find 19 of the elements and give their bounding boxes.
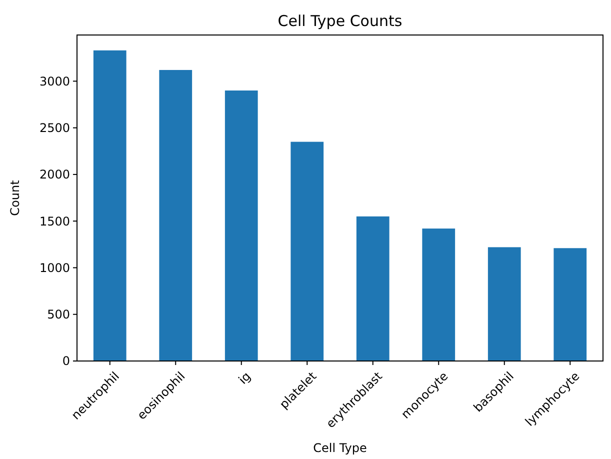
- y-tick-label: 2500: [39, 121, 70, 136]
- bar: [488, 247, 521, 361]
- x-tick-label: ig: [236, 369, 254, 387]
- bar: [554, 248, 587, 361]
- chart-title: Cell Type Counts: [278, 12, 402, 30]
- x-axis-title: Cell Type: [313, 441, 367, 455]
- bar: [422, 228, 456, 361]
- y-axis-title: Count: [8, 180, 22, 216]
- bar: [224, 90, 258, 361]
- y-tick-label: 1000: [39, 260, 70, 275]
- y-tick-label: 500: [47, 308, 70, 322]
- y-tick-label: 0: [62, 354, 70, 368]
- y-tick-label: 3000: [39, 74, 70, 88]
- y-tick-label: 1500: [39, 214, 70, 228]
- bar: [159, 70, 192, 361]
- bar: [290, 142, 324, 361]
- bar: [93, 50, 126, 361]
- bar: [356, 216, 390, 361]
- y-tick-label: 2000: [39, 168, 70, 182]
